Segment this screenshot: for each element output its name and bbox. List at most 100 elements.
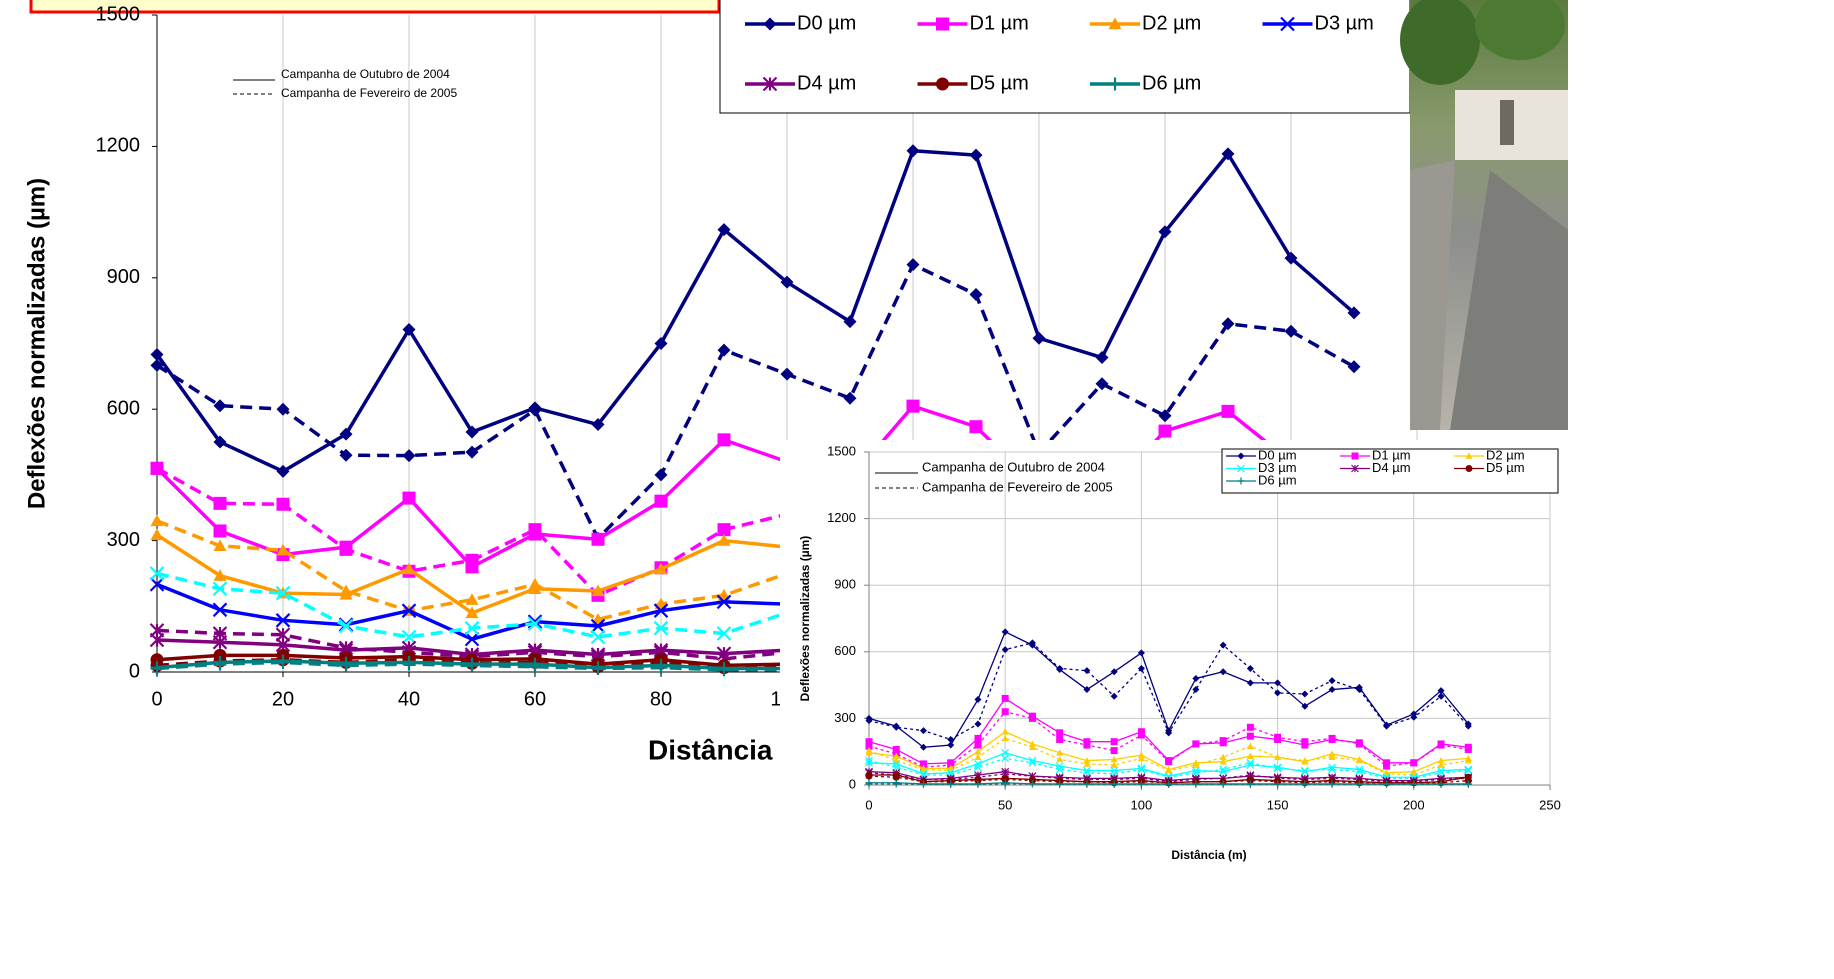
data-point: [655, 495, 668, 508]
data-point: [1111, 738, 1118, 745]
campaign-label: Campanha de Outubro de 2004: [922, 459, 1105, 474]
x-axis-title: Distância (m): [1171, 848, 1246, 862]
legend-label: D4 µm: [1372, 460, 1411, 475]
x-tick-label: 150: [1267, 797, 1289, 812]
data-point: [974, 742, 981, 749]
data-point: [1356, 740, 1363, 747]
data-point: [214, 497, 227, 510]
data-point: [1192, 740, 1199, 747]
y-tick-label: 0: [849, 776, 856, 791]
data-point: [718, 344, 731, 357]
legend-label: D6 µm: [1258, 472, 1297, 487]
data-point: [907, 258, 920, 271]
x-tick-label: 0: [151, 688, 162, 710]
data-point: [1329, 735, 1336, 742]
data-point: [907, 144, 920, 157]
data-point: [1247, 733, 1254, 740]
x-tick-label: 80: [650, 688, 672, 710]
data-point: [151, 514, 164, 526]
street-photo: [1400, 0, 1568, 430]
y-tick-label: 600: [107, 397, 140, 419]
data-point: [529, 523, 542, 536]
data-point: [1096, 377, 1109, 390]
data-point: [866, 773, 873, 780]
y-tick-label: 1200: [827, 510, 856, 525]
data-point: [1138, 732, 1145, 739]
legend-label: D0 µm: [797, 12, 856, 34]
y-tick-label: 1500: [96, 3, 141, 25]
data-point: [1465, 746, 1472, 753]
slide: 0204060801001201401601802000300600900120…: [0, 0, 1834, 979]
data-point: [974, 735, 981, 742]
data-point: [1002, 708, 1009, 715]
data-point: [1056, 736, 1063, 743]
campaign-label: Campanha de Fevereiro de 2005: [922, 479, 1113, 494]
legend-label: D2 µm: [1142, 12, 1201, 34]
y-tick-label: 1200: [96, 135, 141, 157]
legend-marker: [936, 18, 949, 31]
data-point: [718, 433, 731, 446]
data-point: [529, 404, 542, 417]
page: 0204060801001201401601802000300600900120…: [0, 0, 1834, 979]
series-line: [157, 151, 1354, 472]
campaign-label: Campanha de Outubro de 2004: [281, 67, 450, 81]
y-tick-label: 1500: [827, 443, 856, 458]
y-axis-title: Deflexões normalizadas (µm): [23, 178, 50, 509]
data-point: [1159, 425, 1172, 438]
data-point: [1029, 715, 1036, 722]
data-point: [1274, 734, 1281, 741]
data-point: [529, 578, 542, 590]
data-point: [970, 420, 983, 433]
data-point: [403, 449, 416, 462]
data-point: [466, 554, 479, 567]
y-tick-label: 300: [834, 710, 856, 725]
x-tick-label: 50: [998, 797, 1012, 812]
data-point: [781, 368, 794, 381]
data-point: [1220, 737, 1227, 744]
x-tick-label: 250: [1539, 797, 1561, 812]
y-axis-title: Deflexões normalizadas (µm): [798, 536, 812, 702]
data-point: [151, 528, 164, 540]
x-tick-label: 40: [398, 688, 420, 710]
data-point: [1410, 759, 1417, 766]
legend-label: D6 µm: [1142, 72, 1201, 94]
data-point: [592, 533, 605, 546]
legend-label: D5 µm: [1486, 460, 1525, 475]
data-point: [214, 524, 227, 537]
y-tick-label: 0: [129, 660, 140, 682]
data-point: [277, 498, 290, 511]
legend-marker: [936, 78, 949, 91]
x-tick-label: 20: [272, 688, 294, 710]
x-tick-label: 200: [1403, 797, 1425, 812]
legend-label: D5 µm: [970, 72, 1029, 94]
legend-marker: [1352, 453, 1359, 460]
data-point: [1222, 405, 1235, 418]
campaign-label: Campanha de Fevereiro de 2005: [281, 86, 457, 100]
data-point: [151, 462, 164, 475]
data-point: [655, 468, 668, 481]
data-point: [1083, 742, 1090, 749]
legend-label: D4 µm: [797, 72, 856, 94]
data-point: [1096, 351, 1109, 364]
data-point: [340, 543, 353, 556]
y-tick-label: 900: [834, 577, 856, 592]
legend-label: D1 µm: [970, 12, 1029, 34]
inset-background: [780, 440, 1568, 870]
x-tick-label: 60: [524, 688, 546, 710]
data-point: [1165, 758, 1172, 765]
legend-marker: [1466, 465, 1473, 472]
data-point: [403, 492, 416, 505]
data-point: [970, 288, 983, 301]
y-tick-label: 300: [107, 529, 140, 551]
data-point: [970, 149, 983, 162]
data-point: [1033, 332, 1046, 345]
x-tick-label: 0: [865, 797, 872, 812]
data-point: [1056, 729, 1063, 736]
data-point: [1002, 695, 1009, 702]
data-point: [907, 400, 920, 413]
x-tick-label: 100: [1131, 797, 1153, 812]
y-tick-label: 900: [107, 266, 140, 288]
data-point: [1383, 763, 1390, 770]
data-point: [1301, 738, 1308, 745]
data-point: [844, 392, 857, 405]
